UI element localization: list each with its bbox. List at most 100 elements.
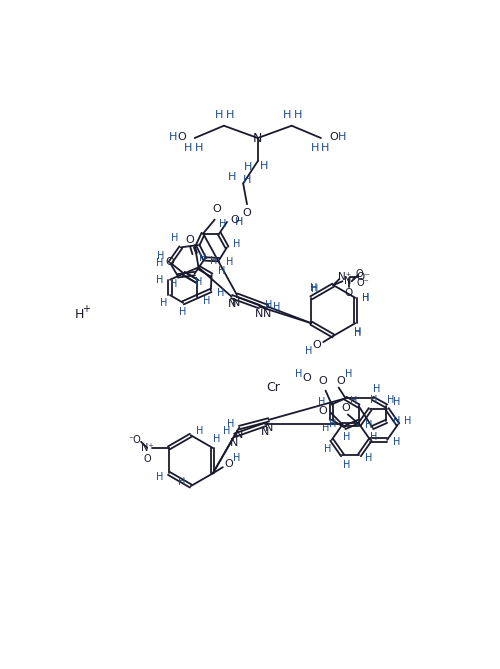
Text: H: H	[338, 132, 346, 142]
Text: H: H	[342, 432, 350, 442]
Text: H: H	[213, 434, 220, 444]
Text: N: N	[228, 299, 236, 309]
Text: H: H	[235, 217, 244, 227]
Text: H: H	[215, 110, 224, 120]
Text: H: H	[180, 307, 187, 317]
Text: +: +	[82, 304, 90, 314]
Text: H: H	[157, 251, 164, 261]
Text: H: H	[365, 453, 372, 462]
Text: H: H	[310, 283, 317, 293]
Text: O: O	[344, 288, 353, 298]
Text: O: O	[312, 340, 320, 350]
Text: H: H	[388, 395, 394, 405]
Text: H: H	[234, 239, 240, 248]
Text: O: O	[319, 377, 328, 387]
Text: N⁺: N⁺	[344, 276, 356, 286]
Text: N: N	[232, 298, 240, 308]
Text: H: H	[74, 308, 84, 321]
Text: H: H	[329, 419, 336, 429]
Text: H: H	[345, 369, 352, 379]
Text: H: H	[244, 163, 252, 173]
Text: H: H	[350, 396, 357, 406]
Text: H: H	[220, 219, 227, 229]
Text: H: H	[195, 143, 203, 153]
Text: H: H	[342, 460, 350, 470]
Text: O: O	[330, 132, 338, 142]
Text: H: H	[222, 426, 230, 436]
Text: N: N	[263, 309, 271, 319]
Text: O: O	[166, 257, 174, 267]
Text: H: H	[392, 416, 400, 426]
Text: H: H	[295, 369, 302, 379]
Text: H: H	[354, 328, 362, 339]
Text: H: H	[265, 300, 272, 310]
Text: O: O	[230, 215, 239, 225]
Text: N: N	[260, 427, 269, 437]
Text: H: H	[310, 143, 319, 153]
Text: N: N	[255, 309, 264, 319]
Text: O: O	[224, 459, 234, 469]
Text: H: H	[283, 110, 291, 120]
Text: H: H	[392, 397, 400, 407]
Text: H: H	[228, 173, 236, 182]
Text: N: N	[230, 438, 238, 448]
Text: H: H	[370, 395, 378, 405]
Text: O: O	[319, 405, 328, 415]
Text: H: H	[260, 161, 268, 171]
Text: O⁻: O⁻	[357, 278, 370, 288]
Text: H: H	[226, 257, 233, 267]
Text: H: H	[305, 347, 312, 357]
Text: H: H	[226, 110, 234, 120]
Text: H: H	[195, 277, 202, 287]
Text: H: H	[354, 327, 362, 337]
Text: O⁻: O⁻	[356, 272, 370, 282]
Text: H: H	[202, 296, 210, 306]
Text: ⁻O: ⁻O	[128, 436, 141, 446]
Text: H: H	[217, 288, 224, 298]
Text: O: O	[242, 209, 252, 219]
Text: O: O	[341, 403, 350, 413]
Text: N: N	[235, 430, 244, 440]
Text: Cr: Cr	[266, 381, 280, 394]
Text: N⁺: N⁺	[141, 443, 154, 453]
Text: H: H	[324, 444, 332, 454]
Text: H: H	[184, 143, 192, 153]
Text: H: H	[196, 426, 203, 436]
Text: H: H	[156, 472, 163, 482]
Text: N: N	[253, 132, 262, 145]
Text: H: H	[312, 284, 319, 294]
Text: H: H	[365, 420, 372, 430]
Text: H: H	[169, 132, 177, 142]
Text: H: H	[294, 110, 302, 120]
Text: O: O	[212, 204, 222, 214]
Text: H: H	[156, 275, 164, 285]
Text: H: H	[362, 293, 369, 303]
Text: H: H	[322, 143, 330, 153]
Text: H: H	[160, 298, 168, 308]
Text: N: N	[264, 423, 273, 433]
Text: H: H	[370, 432, 378, 442]
Text: H: H	[233, 453, 240, 463]
Text: H: H	[272, 302, 280, 312]
Text: H: H	[156, 258, 164, 268]
Text: O: O	[336, 375, 345, 385]
Text: H: H	[318, 397, 326, 407]
Text: H: H	[394, 437, 401, 447]
Text: O: O	[186, 235, 194, 245]
Text: H: H	[362, 293, 369, 303]
Text: H: H	[243, 175, 251, 185]
Text: O: O	[302, 373, 312, 383]
Text: N⁺: N⁺	[338, 272, 351, 282]
Text: H: H	[170, 280, 177, 289]
Text: H: H	[404, 415, 411, 425]
Text: O: O	[144, 454, 151, 464]
Text: O: O	[177, 132, 186, 142]
Text: H: H	[210, 256, 218, 266]
Text: H: H	[218, 266, 226, 276]
Text: H: H	[178, 477, 185, 487]
Text: H: H	[198, 253, 206, 263]
Text: O: O	[356, 268, 363, 278]
Text: H: H	[227, 419, 234, 429]
Text: H: H	[171, 233, 178, 243]
Text: H: H	[322, 423, 329, 433]
